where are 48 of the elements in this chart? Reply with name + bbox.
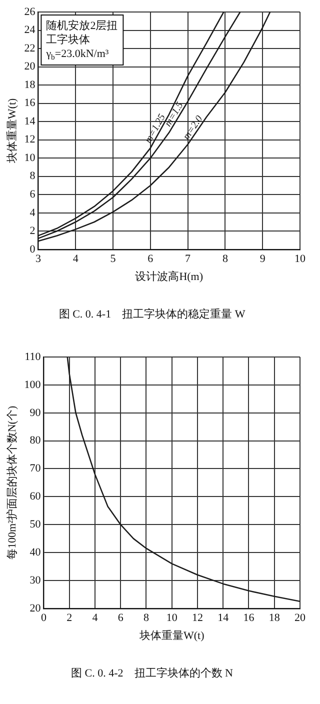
- y-tick-label: 6: [30, 188, 36, 201]
- x-tick-label: 9: [260, 252, 266, 265]
- y-tick-label: 16: [24, 97, 36, 110]
- x-tick-label: 6: [118, 612, 124, 624]
- y-tick-label: 12: [24, 134, 36, 146]
- x-tick-label: 18: [268, 612, 280, 624]
- y-tick-label: 50: [30, 518, 42, 530]
- y-tick-label: 60: [30, 490, 42, 503]
- y-tick-label: 20: [24, 60, 36, 73]
- y-tick-label: 18: [24, 78, 36, 91]
- y-tick-label: 24: [24, 24, 36, 36]
- x-tick-label: 16: [243, 612, 255, 624]
- x-tick-label: 20: [294, 612, 306, 624]
- y-tick-label: 20: [30, 602, 42, 614]
- x-tick-label: 14: [218, 612, 230, 624]
- x-tick-label: 7: [185, 252, 192, 265]
- y-tick-label: 30: [30, 574, 42, 586]
- x-tick-label: 8: [222, 252, 228, 265]
- y-tick-label: 26: [24, 6, 36, 18]
- x-axis-title: 设计波高H(m): [135, 270, 204, 284]
- x-tick-label: 10: [166, 612, 178, 624]
- x-tick-label: 3: [35, 252, 42, 265]
- x-tick-label: 5: [110, 252, 116, 265]
- text: 图 C. 0. 4-2 扭工字块体的个数 N: [71, 666, 234, 680]
- y-tick-label: 80: [30, 434, 42, 447]
- x-tick-label: 2: [66, 612, 72, 624]
- y-tick-label: 2: [30, 225, 36, 238]
- y-tick-label: 14: [24, 115, 36, 128]
- y-axis-title: 每100m²护面层的块体个数N(个): [5, 406, 18, 560]
- y-tick-label: 0: [30, 243, 36, 256]
- x-tick-label: 4: [72, 252, 79, 265]
- y-axis-title: 块体重量W(t): [5, 98, 18, 164]
- y-tick-label: 4: [30, 206, 36, 219]
- x-tick-label: 10: [294, 252, 306, 265]
- y-tick-label: 70: [30, 462, 42, 475]
- x-tick-label: 6: [148, 252, 154, 265]
- x-tick-label: 8: [143, 612, 150, 624]
- text: 图 C. 0. 4-1 扭工字块体的稳定重量 W: [58, 307, 246, 320]
- y-tick-label: 8: [30, 170, 36, 182]
- x-axis-title: 块体重量W(t): [138, 629, 205, 642]
- y-tick-label: 40: [30, 546, 42, 558]
- y-tick-label: 90: [30, 406, 42, 419]
- y-tick-label: 110: [24, 350, 42, 363]
- y-tick-label: 100: [24, 378, 42, 391]
- y-tick-label: 10: [24, 152, 36, 164]
- x-tick-label: 12: [192, 612, 203, 624]
- x-tick-label: 4: [92, 612, 98, 624]
- y-tick-label: 22: [24, 42, 36, 54]
